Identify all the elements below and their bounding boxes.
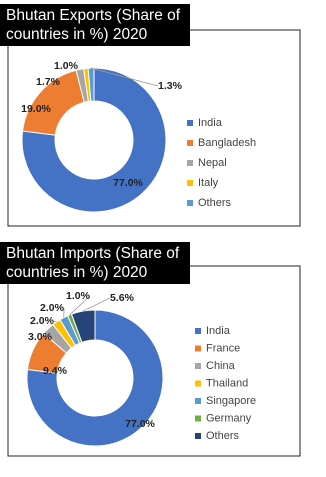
chart-title: Bhutan Exports (Share of countries in %)… (0, 4, 190, 46)
data-label: 9.4% (43, 365, 68, 377)
legend-marker (187, 120, 193, 126)
legend-marker (195, 415, 201, 422)
slice (26, 309, 164, 447)
legend-label: India (198, 117, 223, 129)
legend-label: France (206, 342, 240, 354)
legend-label: India (206, 325, 231, 337)
legend-marker (195, 433, 201, 439)
legend-marker (187, 160, 193, 166)
data-label: 1.0% (54, 60, 79, 72)
leader-line (82, 297, 111, 312)
data-label: 77.0% (125, 418, 155, 430)
data-label: 1.7% (36, 76, 61, 88)
slice (70, 309, 96, 343)
chart-title: Bhutan Imports (Share of countries in %)… (0, 242, 190, 284)
legend-marker (187, 180, 193, 186)
leader-line (53, 320, 57, 323)
data-label: 19.0% (21, 103, 51, 115)
legend-marker (195, 363, 201, 369)
slice (21, 67, 167, 213)
legend-marker (195, 328, 201, 334)
data-label: 2.0% (30, 315, 55, 327)
legend-label: China (206, 360, 236, 372)
legend-marker (195, 398, 201, 404)
legend-marker (187, 140, 193, 146)
data-label: 2.0% (40, 302, 65, 314)
legend-label: Bangladesh (198, 137, 256, 149)
data-label: 1.3% (158, 80, 183, 92)
legend-label: Italy (198, 177, 219, 189)
legend-marker (187, 200, 193, 206)
legend-marker (195, 345, 201, 352)
legend-marker (195, 380, 201, 387)
legend-label: Germany (206, 412, 252, 424)
slice (87, 67, 95, 102)
data-label: 3.0% (28, 331, 53, 343)
legend-label: Singapore (206, 395, 256, 407)
legend-label: Others (206, 430, 240, 442)
legend-label: Thailand (206, 377, 248, 389)
legend-label: Others (198, 197, 232, 209)
data-label: 1.0% (66, 290, 91, 302)
legend-label: Nepal (198, 157, 227, 169)
leader-line (69, 295, 91, 316)
data-label: 5.6% (110, 292, 135, 304)
data-label: 77.0% (113, 177, 143, 189)
leader-line (90, 67, 159, 87)
